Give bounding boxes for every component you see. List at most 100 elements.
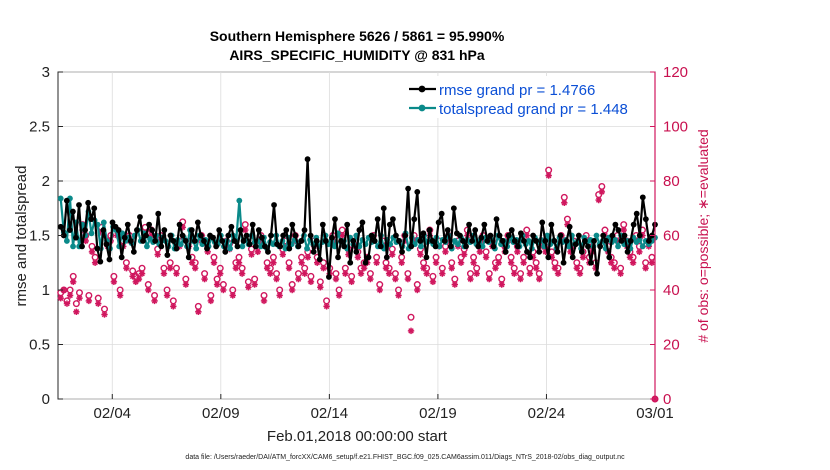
obs-evaluated-marker <box>116 292 124 299</box>
obs-evaluated-marker <box>267 270 274 277</box>
rmse-point <box>73 234 79 241</box>
obs-evaluated-marker <box>457 259 465 266</box>
obs-evaluated-marker <box>192 265 199 272</box>
obs-evaluated-stroke <box>395 292 402 299</box>
obs-evaluated-stroke <box>208 298 214 304</box>
obs-evaluated-marker <box>498 281 505 288</box>
rmse-point <box>258 234 265 241</box>
rmse-point <box>490 243 497 250</box>
rmse-point <box>591 238 597 244</box>
rmse-point <box>426 227 433 233</box>
rmse-point <box>356 227 363 233</box>
obs-evaluated-marker <box>526 270 534 277</box>
obs-evaluated-stroke <box>617 270 624 277</box>
rmse-point <box>600 232 607 239</box>
rmse-point <box>414 189 421 195</box>
obs-evaluated-marker <box>276 292 283 299</box>
rmse-point <box>402 232 408 239</box>
rmse-point <box>170 238 177 244</box>
rmse-point <box>542 238 549 244</box>
rmse-point <box>502 248 509 255</box>
totalspread-point <box>100 219 107 226</box>
obs-evaluated-stroke <box>486 276 492 282</box>
obs-evaluated-stroke <box>139 270 145 277</box>
obs-evaluated-marker <box>629 259 637 266</box>
rmse-point <box>97 258 104 265</box>
obs-evaluated-marker <box>608 259 615 266</box>
obs-evaluated-marker <box>123 265 130 272</box>
obs-evaluated-marker <box>385 270 393 277</box>
rmse-point <box>152 238 159 244</box>
rmse-point <box>444 227 451 233</box>
obs-evaluated-stroke <box>405 276 411 282</box>
rmse-point <box>621 232 628 239</box>
obs-evaluated-stroke <box>433 259 439 266</box>
rmse-point <box>143 232 149 239</box>
rmse-point <box>606 254 613 261</box>
obs-evaluated-stroke <box>261 298 267 304</box>
rmse-point <box>225 232 232 239</box>
rmse-point <box>588 259 594 266</box>
rmse-point <box>475 243 482 250</box>
obs-evaluated-stroke <box>580 254 586 261</box>
totalspread-point <box>88 230 95 237</box>
rmse-point <box>313 238 320 244</box>
obs-evaluated-stroke <box>170 303 177 310</box>
obs-evaluated-stroke <box>552 265 558 271</box>
obs-evaluated-marker <box>595 196 602 204</box>
obs-evaluated-stroke <box>520 259 527 266</box>
obs-evaluated-stroke <box>458 259 464 266</box>
rmse-point <box>423 254 430 261</box>
totalspread-point <box>418 243 424 250</box>
legend-spread-marker <box>418 104 426 112</box>
rmse-point <box>536 248 543 255</box>
obs-evaluated-stroke <box>442 249 449 255</box>
obs-evaluated-marker <box>495 259 502 266</box>
x-tick-label: 03/01 <box>636 405 674 422</box>
obs-evaluated-stroke <box>236 259 242 266</box>
obs-evaluated-marker <box>360 265 368 272</box>
obs-evaluated-marker <box>517 275 524 283</box>
rmse-point <box>633 210 640 217</box>
rmse-point <box>85 199 92 206</box>
obs-evaluated-stroke <box>217 270 224 277</box>
rmse-point <box>466 221 472 228</box>
obs-evaluated-stroke <box>123 265 130 271</box>
rmse-point <box>469 238 476 244</box>
rmse-point <box>185 254 192 261</box>
plot-area <box>57 71 659 403</box>
obs-evaluated-marker <box>367 275 374 283</box>
obs-evaluated-marker <box>220 286 227 294</box>
obs-evaluated-marker <box>213 281 221 288</box>
rmse-point <box>198 232 204 239</box>
rmse-point <box>249 221 256 228</box>
rmse-point <box>350 238 357 244</box>
rmse-point <box>639 194 646 201</box>
obs-evaluated-stroke <box>373 259 380 266</box>
obs-evaluated-stroke <box>183 281 189 288</box>
rmse-point <box>569 254 576 261</box>
rmse-point <box>304 156 311 163</box>
rmse-point <box>63 197 70 204</box>
obs-evaluated-stroke <box>430 279 436 285</box>
obs-evaluated-stroke <box>320 265 327 271</box>
obs-evaluated-stroke <box>376 287 383 293</box>
obs-evaluated-stroke <box>342 270 349 277</box>
totalspread-point <box>525 238 532 244</box>
obs-evaluated-stroke <box>564 221 571 228</box>
totalspread-point <box>304 245 310 252</box>
rmse-point <box>158 243 165 250</box>
rmse-point <box>380 205 387 212</box>
obs-evaluated-marker <box>323 303 330 310</box>
y-right-tick-label: 100 <box>663 119 688 136</box>
obs-evaluated-stroke <box>339 232 345 239</box>
obs-evaluated-marker <box>404 275 412 283</box>
obs-evaluated-marker <box>135 275 143 283</box>
obs-evaluated-marker <box>414 286 421 294</box>
obs-evaluated-marker <box>551 265 559 272</box>
rmse-point <box>518 230 524 237</box>
obs-evaluated-marker <box>636 248 643 256</box>
obs-evaluated-stroke <box>555 270 561 277</box>
totalspread-point <box>455 241 461 248</box>
obs-evaluated-marker <box>70 278 77 286</box>
